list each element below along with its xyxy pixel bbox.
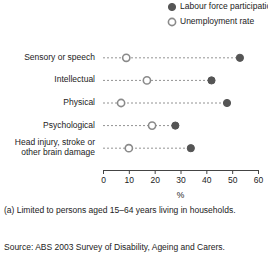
- tick-label: 0: [101, 175, 106, 185]
- plot-area: [103, 54, 244, 152]
- dot: [117, 99, 124, 106]
- tick-label: 30: [176, 175, 186, 185]
- tick-label: 10: [125, 175, 135, 185]
- dot: [223, 99, 230, 106]
- source: Source: ABS 2003 Survey of Disability, A…: [4, 242, 225, 252]
- dot-leader: [103, 125, 175, 126]
- tick-label: 50: [228, 175, 238, 185]
- x-axis: 0 10 20 30 40 50 60: [101, 170, 263, 185]
- tick: 60: [254, 170, 264, 185]
- dot: [236, 54, 243, 61]
- tick-mark: [129, 170, 130, 174]
- dot: [187, 145, 194, 152]
- tick-label: 40: [202, 175, 212, 185]
- tick-mark: [206, 170, 207, 174]
- dot: [123, 54, 130, 61]
- tick-mark: [155, 170, 156, 174]
- tick-mark: [258, 170, 259, 174]
- tick-label: 60: [254, 175, 264, 185]
- dot: [148, 122, 155, 129]
- dot-leader: [103, 80, 212, 81]
- tick: 40: [202, 170, 212, 185]
- tick: 50: [228, 170, 238, 185]
- category-label: Psychological: [43, 120, 95, 130]
- tick: 30: [176, 170, 186, 185]
- dot: [143, 77, 150, 84]
- tick-mark: [103, 170, 104, 174]
- dot: [208, 77, 215, 84]
- tick-label: 20: [150, 175, 160, 185]
- axis-line: [104, 171, 259, 175]
- category-label: Head injury, stroke orother brain damage: [15, 138, 95, 158]
- category-label: Intellectual: [54, 75, 95, 85]
- x-axis-title: %: [177, 190, 185, 200]
- tick-mark: [181, 170, 182, 174]
- tick: 0: [101, 170, 106, 185]
- chart: Sensory or speech Intellectual Physical Psy…: [0, 0, 268, 268]
- tick: 20: [150, 170, 160, 185]
- legend-label: Labour force participation rate: [180, 1, 268, 11]
- legend-marker: [168, 18, 175, 25]
- dot: [172, 122, 179, 129]
- footnote: (a) Limited to persons aged 15–64 years …: [4, 205, 236, 215]
- category-label: Sensory or speech: [24, 52, 95, 62]
- tick-mark: [232, 170, 233, 174]
- dot-leader: [103, 148, 191, 149]
- tick: 10: [125, 170, 135, 185]
- dot: [125, 145, 132, 152]
- legend-label: Unemployment rate: [180, 16, 254, 26]
- category-label: Physical: [63, 97, 95, 107]
- legend: Labour force participation rate Unemploym…: [168, 1, 268, 26]
- legend-marker: [168, 3, 175, 10]
